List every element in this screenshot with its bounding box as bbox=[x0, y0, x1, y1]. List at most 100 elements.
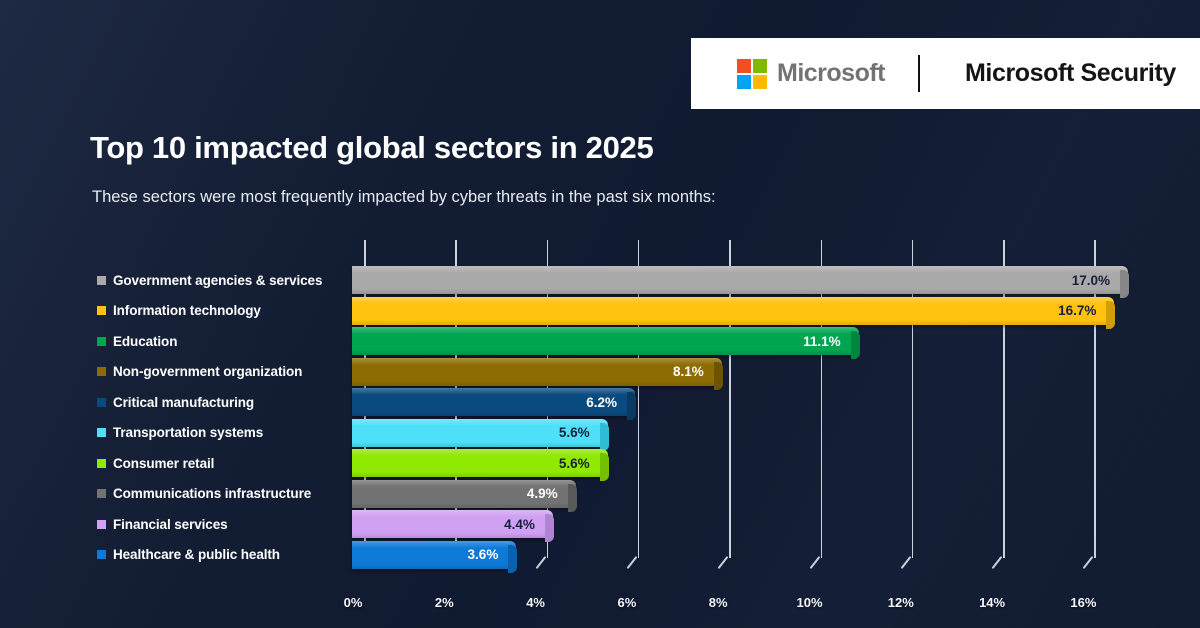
x-tick-label: 16% bbox=[1070, 595, 1097, 610]
chart-row: Financial services 4.4% bbox=[97, 509, 1167, 543]
legend-item-consumer-retail: Consumer retail bbox=[97, 456, 352, 471]
x-tick-label: 12% bbox=[887, 595, 914, 610]
bar-transportation-systems: 5.6% bbox=[352, 418, 609, 451]
legend-label: Government agencies & services bbox=[113, 272, 323, 288]
bar-value-label: 5.6% bbox=[558, 425, 590, 441]
legend-swatch-icon bbox=[97, 397, 106, 407]
bar-track: 17.0% bbox=[352, 266, 1167, 299]
chart-row: Transportation systems 5.6% bbox=[97, 418, 1167, 451]
logo-square-green bbox=[753, 58, 767, 73]
legend-label: Communications infrastructure bbox=[113, 486, 312, 502]
x-tick-label: 14% bbox=[979, 595, 1006, 610]
x-axis: 0% 2% 4% 6% 8% 10% 12% 14% 16% bbox=[344, 595, 1142, 615]
chart-rows: Government agencies & services 17.0% Infor… bbox=[97, 265, 1167, 573]
bar-value-label: 6.2% bbox=[586, 394, 618, 410]
bar-end-cap bbox=[1106, 300, 1116, 329]
legend-swatch-icon bbox=[97, 275, 106, 285]
legend-item-transportation-systems: Transportation systems bbox=[97, 425, 352, 440]
legend-item-healthcare-public-health: Healthcare & public health bbox=[97, 547, 352, 562]
bar-track: 3.6% bbox=[352, 540, 1167, 573]
bar-end-cap bbox=[567, 483, 577, 512]
chart-row: Information technology 16.7% bbox=[97, 296, 1167, 329]
legend-swatch-icon bbox=[97, 458, 106, 468]
microsoft-logo-icon bbox=[737, 58, 767, 89]
bar-end-cap bbox=[713, 361, 723, 390]
bar-track: 11.1% bbox=[352, 327, 1167, 360]
bar-communications-infrastructure: 4.9% bbox=[352, 479, 577, 512]
brand-header: Microsoft Microsoft Security bbox=[691, 38, 1200, 109]
product-name: Microsoft Security bbox=[965, 59, 1176, 87]
chart-row: Government agencies & services 17.0% bbox=[97, 265, 1167, 299]
bar-end-cap bbox=[599, 422, 609, 451]
bar-government-agencies-services: 17.0% bbox=[352, 266, 1130, 299]
bar-end-cap bbox=[599, 453, 609, 482]
bar-track: 4.4% bbox=[352, 510, 1167, 543]
gridline-8% bbox=[729, 240, 731, 558]
bar-end-cap bbox=[544, 514, 554, 543]
bar-value-label: 16.7% bbox=[1058, 303, 1097, 319]
bar-track: 4.9% bbox=[352, 479, 1167, 512]
bar-track: 6.2% bbox=[352, 388, 1167, 421]
bar-value-label: 11.1% bbox=[803, 333, 841, 349]
logo-square-blue bbox=[737, 74, 751, 89]
legend-label: Transportation systems bbox=[113, 425, 264, 441]
logo-square-yellow bbox=[753, 74, 767, 89]
bar-value-label: 17.0% bbox=[1071, 272, 1111, 288]
bar-financial-services: 4.4% bbox=[352, 510, 554, 543]
legend-swatch-icon bbox=[97, 336, 106, 346]
x-tick-label: 6% bbox=[617, 595, 637, 610]
bar-information-technology: 16.7% bbox=[352, 296, 1116, 329]
chart-row: Healthcare & public health 3.6% bbox=[97, 540, 1167, 573]
legend-label: Consumer retail bbox=[113, 455, 215, 471]
bar-end-cap bbox=[627, 392, 637, 421]
x-tick-label: 10% bbox=[796, 595, 823, 610]
legend-label: Healthcare & public health bbox=[113, 547, 280, 563]
gridline-6% bbox=[637, 240, 640, 558]
bar-value-label: 4.9% bbox=[526, 486, 558, 502]
gridline-16% bbox=[1094, 240, 1096, 558]
bar-track: 5.6% bbox=[352, 449, 1167, 482]
bar-value-label: 3.6% bbox=[467, 547, 499, 563]
bar-end-cap bbox=[508, 544, 518, 573]
legend-item-education: Education bbox=[97, 334, 352, 349]
legend-item-non-government-organization: Non-government organization bbox=[97, 364, 352, 379]
bar-value-label: 8.1% bbox=[672, 364, 704, 380]
legend-label: Critical manufacturing bbox=[113, 394, 255, 410]
header-divider bbox=[918, 55, 920, 92]
microsoft-wordmark: Microsoft bbox=[777, 59, 886, 87]
chart-row: Communications infrastructure 4.9% bbox=[97, 479, 1167, 512]
legend-item-government-agencies-services: Government agencies & services bbox=[97, 273, 352, 288]
legend-label: Financial services bbox=[113, 516, 228, 532]
bar-consumer-retail: 5.6% bbox=[352, 449, 609, 482]
bar-non-government-organization: 8.1% bbox=[352, 357, 723, 390]
page-subtitle: These sectors were most frequently impac… bbox=[92, 188, 716, 206]
legend-item-critical-manufacturing: Critical manufacturing bbox=[97, 395, 352, 410]
chart-row: Critical manufacturing 6.2% bbox=[97, 387, 1167, 421]
chart-row: Education 11.1% bbox=[97, 326, 1167, 360]
legend-item-information-technology: Information technology bbox=[97, 303, 352, 318]
page-title: Top 10 impacted global sectors in 2025 bbox=[90, 130, 654, 165]
legend-swatch-icon bbox=[97, 428, 106, 438]
legend-swatch-icon bbox=[97, 550, 106, 560]
bar-track: 8.1% bbox=[352, 357, 1167, 390]
legend-label: Information technology bbox=[113, 303, 261, 319]
legend-swatch-icon bbox=[97, 519, 106, 529]
legend-label: Non-government organization bbox=[113, 364, 303, 380]
x-tick-label: 0% bbox=[343, 595, 363, 610]
bar-education: 11.1% bbox=[352, 327, 860, 360]
chart-row: Consumer retail 5.6% bbox=[97, 448, 1167, 482]
logo-square-red bbox=[737, 58, 751, 73]
bar-value-label: 5.6% bbox=[558, 455, 590, 471]
bar-chart: Government agencies & services 17.0% Infor… bbox=[97, 240, 1167, 620]
bar-critical-manufacturing: 6.2% bbox=[352, 388, 637, 421]
gridline-14% bbox=[1003, 240, 1005, 558]
legend-item-financial-services: Financial services bbox=[97, 517, 352, 532]
x-tick-label: 2% bbox=[434, 595, 454, 610]
legend-swatch-icon bbox=[97, 489, 106, 499]
bar-track: 16.7% bbox=[352, 296, 1167, 329]
gridline-10% bbox=[820, 240, 822, 558]
bar-end-cap bbox=[850, 331, 860, 360]
legend-item-communications-infrastructure: Communications infrastructure bbox=[97, 486, 352, 501]
bar-healthcare-public-health: 3.6% bbox=[352, 540, 518, 573]
